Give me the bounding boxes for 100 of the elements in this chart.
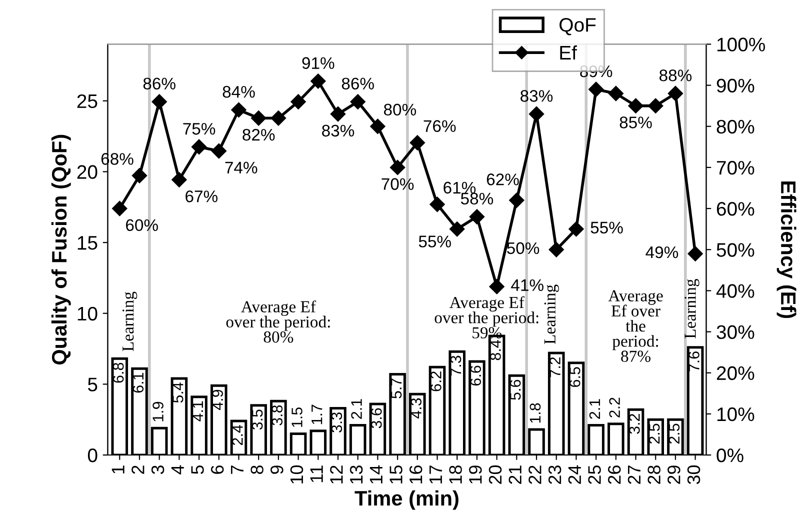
- x-tick-label: 9: [270, 466, 284, 474]
- point: [509, 192, 524, 208]
- data-label: 2.2: [609, 398, 620, 418]
- data-label: 2.1: [351, 399, 362, 419]
- point: [172, 172, 187, 188]
- x-tick-label: 6: [210, 466, 224, 474]
- x-tick-label: 10: [290, 465, 304, 484]
- data-label: 86%: [143, 78, 176, 90]
- point: [688, 246, 703, 262]
- legend-label: Ef: [560, 45, 578, 60]
- point: [489, 279, 504, 294]
- x-tick-label: 15: [390, 465, 402, 484]
- y2-tick-label: 90%: [716, 78, 754, 93]
- x-tick-label: 16: [409, 466, 422, 484]
- data-label: 4.1: [192, 401, 203, 422]
- annotation: Learning: [122, 292, 138, 352]
- data-label: 55%: [418, 236, 451, 248]
- x-tick-label: 2: [132, 466, 144, 474]
- point: [350, 94, 366, 110]
- point: [450, 221, 465, 237]
- y2-tick-label: 60%: [716, 202, 754, 216]
- x-tick-label: 12: [330, 466, 343, 484]
- data-label: 82%: [242, 128, 275, 141]
- point: [568, 221, 584, 237]
- y-tick-label: 15: [78, 236, 98, 250]
- point: [548, 242, 564, 258]
- point: [668, 86, 684, 102]
- y2-tick-label: 80%: [716, 120, 754, 134]
- y2-tick-label: 100%: [717, 38, 765, 52]
- x-tick-label: 8: [250, 466, 264, 474]
- x-tick-label: 26: [608, 466, 621, 484]
- x-tick-label: 7: [230, 466, 244, 474]
- y2-tick-label: 10%: [717, 407, 754, 422]
- y-axis-title: Quality of Fusion (QoF): [51, 134, 71, 364]
- y-tick-label: 25: [77, 94, 98, 108]
- data-label: 76%: [424, 120, 456, 132]
- data-label: 80%: [384, 104, 416, 116]
- x-tick-label: 20: [488, 465, 502, 484]
- x-tick-label: 19: [469, 466, 482, 484]
- point: [211, 143, 226, 159]
- data-label: 2.4: [232, 424, 243, 446]
- legend-label: QoF: [560, 18, 596, 36]
- y2-tick-label: 30%: [716, 325, 754, 339]
- x-tick-label: 28: [648, 466, 660, 484]
- x-tick-label: 3: [151, 466, 164, 474]
- y2-tick-label: 40%: [716, 284, 754, 298]
- data-label: 75%: [183, 122, 216, 135]
- point: [588, 82, 604, 97]
- data-label: 6.8: [112, 362, 124, 383]
- y-tick-label: 20: [77, 165, 98, 179]
- x-tick-label: 24: [568, 465, 581, 484]
- data-label: 1.9: [152, 402, 164, 422]
- point: [231, 102, 246, 118]
- x-tick-label: 11: [310, 466, 323, 482]
- x-tick-label: 23: [548, 466, 562, 484]
- data-label: 74%: [225, 162, 258, 174]
- point: [270, 110, 286, 126]
- point: [330, 106, 346, 122]
- data-label: 85%: [620, 116, 652, 128]
- data-label: 3.6: [370, 408, 382, 428]
- data-label: 1.8: [530, 403, 541, 423]
- point: [469, 209, 485, 224]
- data-label: 84%: [222, 86, 255, 98]
- data-label: 2.1: [589, 399, 600, 419]
- data-label: 1.5: [292, 407, 302, 427]
- point: [251, 110, 266, 126]
- point: [430, 196, 445, 212]
- x-tick-label: 1: [112, 466, 124, 474]
- point: [290, 94, 306, 110]
- y2-tick-label: 50%: [716, 243, 754, 257]
- data-label: 50%: [507, 242, 540, 254]
- annotation: Average Ef over the period: 87%: [608, 290, 663, 362]
- data-label: 55%: [590, 222, 623, 234]
- data-label: 58%: [460, 192, 494, 205]
- x-tick-label: 5: [191, 465, 204, 474]
- y2-tick-label: 70%: [716, 160, 754, 175]
- data-label: 89%: [580, 65, 612, 78]
- y-tick-label: 5: [88, 378, 98, 392]
- point: [648, 98, 664, 114]
- data-label: 88%: [660, 70, 692, 82]
- y-tick-label: 0: [88, 448, 98, 462]
- y2-axis-title: Efficiency (Ef): [776, 182, 796, 318]
- point: [410, 135, 425, 150]
- data-label: 60%: [126, 219, 158, 232]
- data-label: 61%: [444, 182, 476, 194]
- point: [152, 94, 167, 110]
- annotation: Learning: [684, 279, 700, 338]
- annotation: Learning: [544, 284, 559, 344]
- data-label: 8.4: [490, 340, 501, 360]
- x-axis-title: Time (min): [354, 490, 458, 510]
- data-label: 7.2: [550, 357, 560, 378]
- x-tick-label: 4: [171, 465, 184, 474]
- point: [132, 168, 148, 184]
- data-label: 1.7: [312, 404, 322, 424]
- x-tick-label: 21: [508, 466, 522, 484]
- annotation: Average Ef over the period: 80%: [226, 300, 330, 343]
- data-label: 86%: [342, 78, 374, 90]
- data-label: 49%: [646, 246, 678, 258]
- data-label: 91%: [302, 57, 334, 69]
- data-label: 6.2: [430, 371, 442, 392]
